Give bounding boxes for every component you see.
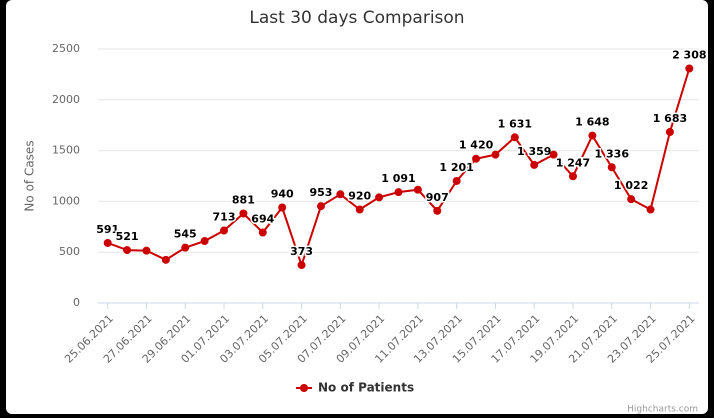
credits: Highcharts.com	[627, 405, 698, 415]
point	[297, 261, 306, 270]
point	[568, 172, 577, 181]
data-label: 1 420	[459, 139, 494, 152]
point	[588, 131, 597, 140]
data-label: 1 247	[556, 156, 590, 169]
point	[200, 237, 209, 246]
data-label: 545	[174, 228, 197, 241]
point	[607, 163, 616, 172]
point	[646, 205, 655, 214]
data-label: 694	[251, 212, 274, 225]
data-label: 521	[116, 230, 139, 243]
data-label: 1 022	[614, 179, 648, 192]
y-axis-title: No of Cases	[23, 140, 37, 211]
point	[452, 176, 461, 185]
point	[433, 206, 442, 215]
data-label: 1 091	[381, 172, 415, 185]
point	[142, 246, 151, 255]
data-label: 1 201	[439, 161, 473, 174]
data-label: 591	[96, 223, 119, 236]
point	[316, 202, 325, 211]
point	[472, 154, 481, 163]
point	[161, 255, 170, 264]
point	[549, 150, 558, 159]
point	[103, 238, 112, 247]
data-label: 1 631	[498, 117, 532, 130]
point	[530, 160, 539, 169]
point	[239, 209, 248, 218]
data-label: 940	[271, 187, 294, 200]
point	[627, 195, 636, 204]
point	[258, 228, 267, 237]
data-label: 1 336	[595, 147, 630, 160]
data-label: 907	[426, 191, 449, 204]
point	[375, 193, 384, 202]
point	[355, 205, 364, 214]
y-tick-label: 1500	[52, 144, 80, 157]
y-tick-label: 2500	[52, 42, 80, 55]
y-tick-label: 500	[59, 245, 80, 258]
data-label: 1 359	[517, 145, 551, 158]
point	[413, 185, 422, 194]
point	[491, 150, 500, 159]
point	[278, 203, 287, 212]
data-label: 1 648	[575, 116, 609, 129]
legend-label: No of Patients	[318, 381, 414, 395]
point	[181, 243, 190, 252]
point	[220, 226, 229, 235]
legend-marker	[300, 384, 308, 392]
data-label: 713	[213, 211, 236, 224]
y-tick-label: 1000	[52, 194, 80, 207]
y-tick-label: 2000	[52, 93, 80, 106]
data-label: 920	[348, 190, 371, 203]
data-label: 2 308	[672, 49, 706, 62]
point	[665, 128, 674, 137]
chart-title: Last 30 days Comparison	[249, 8, 464, 28]
point	[123, 246, 132, 255]
point	[685, 64, 694, 73]
y-tick-label: 0	[73, 296, 80, 309]
data-label: 953	[309, 186, 332, 199]
point	[336, 190, 345, 199]
point	[510, 133, 519, 142]
data-label: 373	[290, 245, 313, 258]
data-label: 1 683	[653, 112, 687, 125]
data-label: 881	[232, 193, 255, 206]
point	[394, 188, 403, 197]
